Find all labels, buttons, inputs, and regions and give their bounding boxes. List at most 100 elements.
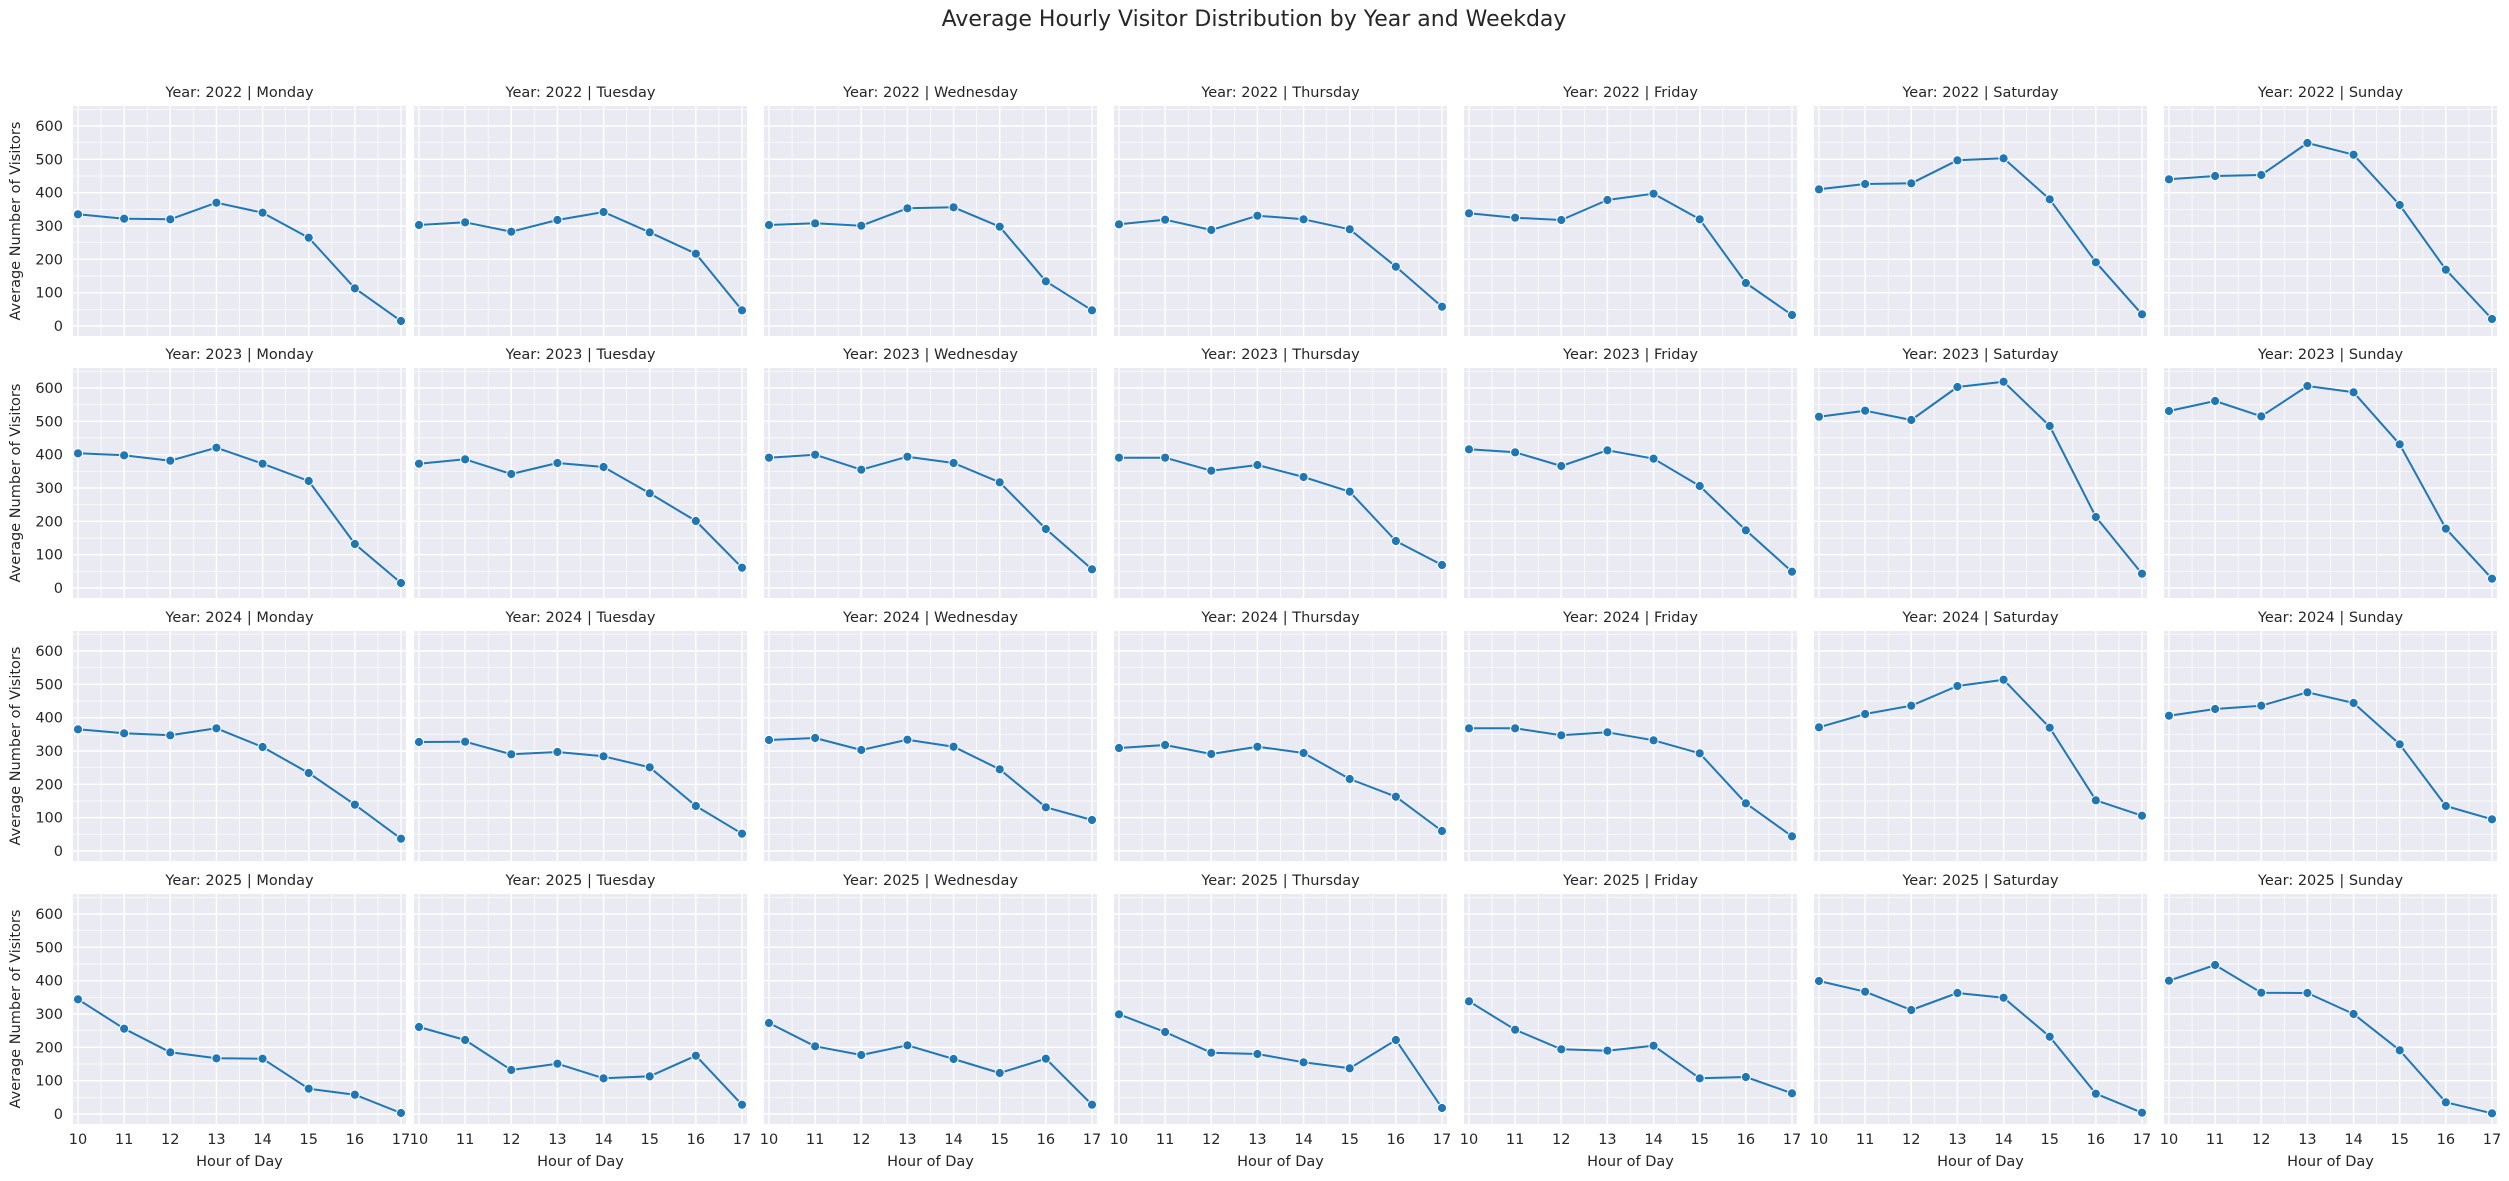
facet-panel: Year: 2022 | Tuesday bbox=[413, 85, 748, 336]
data-point bbox=[690, 800, 701, 812]
gridlines bbox=[1814, 106, 2147, 336]
data-point bbox=[303, 767, 314, 779]
facet-panel: Year: 2025 | Thursday 10 11 12 13 14 15 16 17 Hou… bbox=[1110, 873, 1451, 1170]
data-point bbox=[2486, 1108, 2498, 1119]
data-point bbox=[644, 488, 655, 499]
data-point bbox=[1160, 1026, 1171, 1038]
y-tick-label: 500 bbox=[35, 152, 63, 168]
data-point bbox=[1740, 525, 1751, 536]
data-point bbox=[303, 232, 314, 243]
data-point bbox=[1860, 178, 1871, 190]
data-point bbox=[1510, 1024, 1521, 1035]
gridlines bbox=[1464, 106, 1797, 336]
x-tick-label: 10 bbox=[1460, 1132, 1478, 1148]
data-point bbox=[1206, 748, 1217, 760]
data-point bbox=[902, 451, 913, 462]
gridlines bbox=[414, 894, 747, 1124]
data-point bbox=[2090, 795, 2101, 806]
data-point bbox=[413, 1021, 425, 1033]
x-tick-label: 17 bbox=[2483, 1132, 2501, 1148]
data-point bbox=[1740, 798, 1751, 809]
data-point bbox=[1602, 194, 1613, 206]
data-point bbox=[1252, 741, 1263, 752]
data-point bbox=[2486, 814, 2498, 825]
data-point bbox=[2394, 1045, 2405, 1056]
data-point bbox=[2044, 420, 2055, 432]
data-point bbox=[119, 728, 130, 739]
data-point bbox=[2348, 1008, 2359, 1020]
gridlines bbox=[1464, 894, 1797, 1124]
data-point bbox=[1298, 1057, 1309, 1068]
y-tick-label: 0 bbox=[54, 844, 63, 860]
x-tick-label: 12 bbox=[1902, 1132, 1920, 1148]
x-tick-label: 15 bbox=[1690, 1132, 1708, 1148]
facet-panel: Year: 2024 | Friday bbox=[1463, 610, 1798, 861]
data-point bbox=[902, 734, 913, 745]
x-tick-label: 13 bbox=[898, 1132, 916, 1148]
data-point bbox=[349, 1089, 360, 1100]
facet-panel: Year: 2024 | Saturday bbox=[1813, 610, 2148, 861]
data-point bbox=[1040, 523, 1051, 535]
x-tick-label: 14 bbox=[594, 1132, 612, 1148]
panel-title: Year: 2022 | Monday bbox=[164, 85, 314, 101]
data-point bbox=[1906, 700, 1917, 711]
facet-panel: Year: 2023 | Thursday bbox=[1113, 347, 1448, 598]
facet-panel: Year: 2024 | Tuesday bbox=[413, 610, 748, 861]
data-point bbox=[902, 203, 913, 214]
y-tick-label: 200 bbox=[35, 1040, 63, 1056]
data-point bbox=[1906, 178, 1917, 189]
x-tick-label: 13 bbox=[1598, 1132, 1616, 1148]
x-axis-label: Hour of Day bbox=[196, 1154, 283, 1170]
data-point bbox=[460, 1034, 471, 1046]
y-tick-label: 300 bbox=[35, 481, 63, 497]
data-point bbox=[1556, 730, 1567, 741]
x-axis-label: Hour of Day bbox=[1937, 1154, 2024, 1170]
y-tick-label: 500 bbox=[35, 414, 63, 430]
x-tick-label: 13 bbox=[1948, 1132, 1966, 1148]
data-point bbox=[1252, 1048, 1263, 1060]
series-line bbox=[418, 740, 743, 835]
facet-panel: Year: 2025 | Sunday 10 11 12 13 14 15 16 17 Hour … bbox=[2160, 873, 2501, 1170]
y-tick-label: 400 bbox=[35, 448, 63, 464]
y-tick-label: 400 bbox=[35, 186, 63, 202]
panel-title: Year: 2024 | Thursday bbox=[1200, 610, 1360, 626]
x-axis-label: Hour of Day bbox=[1587, 1154, 1674, 1170]
data-point bbox=[1086, 814, 1098, 826]
data-point bbox=[1952, 381, 1963, 393]
data-point bbox=[460, 736, 471, 747]
x-tick-label: 16 bbox=[346, 1132, 364, 1148]
data-point bbox=[2302, 987, 2313, 999]
data-point bbox=[1860, 986, 1871, 997]
data-point bbox=[1813, 722, 1825, 733]
series-line bbox=[1118, 744, 1443, 832]
data-point bbox=[994, 477, 1005, 488]
y-tick-label: 300 bbox=[35, 219, 63, 235]
data-point bbox=[165, 730, 176, 741]
data-point bbox=[1786, 1088, 1798, 1099]
data-point bbox=[211, 442, 222, 453]
x-tick-label: 11 bbox=[1856, 1132, 1874, 1148]
data-point bbox=[72, 724, 84, 735]
x-tick-label: 14 bbox=[1994, 1132, 2012, 1148]
data-point bbox=[552, 1058, 563, 1069]
data-point bbox=[165, 214, 176, 225]
data-point bbox=[552, 746, 563, 758]
facet-panel: Year: 2022 | Wednesday bbox=[763, 85, 1098, 336]
data-point bbox=[2440, 523, 2451, 534]
data-point bbox=[1556, 1044, 1567, 1055]
data-point bbox=[2210, 959, 2221, 971]
panel-title: Year: 2022 | Tuesday bbox=[505, 85, 656, 101]
data-point bbox=[165, 1047, 176, 1058]
data-point bbox=[1463, 444, 1475, 455]
series-line bbox=[1468, 448, 1793, 573]
x-tick-label: 11 bbox=[1156, 1132, 1174, 1148]
series-line bbox=[2168, 691, 2493, 821]
data-point bbox=[506, 226, 517, 237]
data-point bbox=[1436, 825, 1448, 837]
data-point bbox=[2163, 405, 2175, 417]
data-point bbox=[1786, 566, 1798, 577]
x-tick-label: 10 bbox=[1110, 1132, 1128, 1148]
data-point bbox=[506, 749, 517, 760]
x-tick-label: 16 bbox=[1387, 1132, 1405, 1148]
data-point bbox=[598, 751, 609, 762]
